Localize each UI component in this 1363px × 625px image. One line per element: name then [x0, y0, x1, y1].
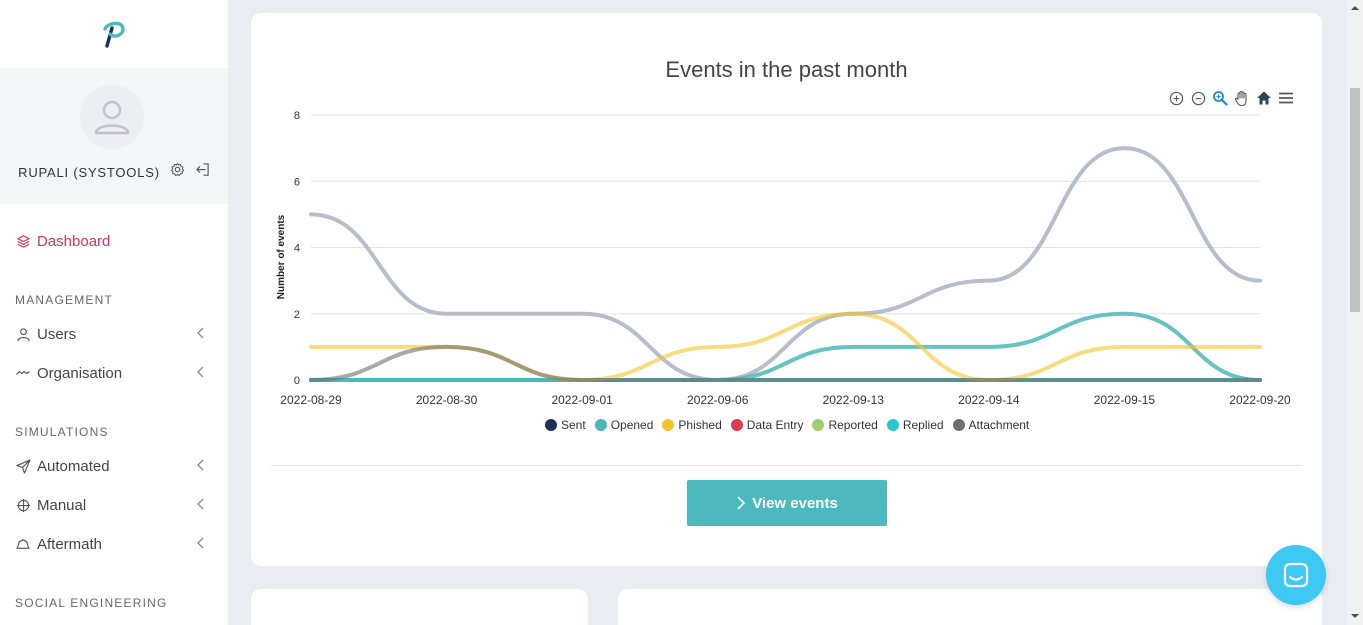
app-logo[interactable] [0, 0, 228, 68]
legend-marker [545, 419, 557, 431]
y-tick-label: 2 [294, 309, 300, 321]
series-line-opened [309, 311, 1262, 383]
legend-item-sent[interactable]: Sent [545, 418, 586, 432]
user-icon [15, 326, 31, 342]
section-label-management: MANAGEMENT [15, 293, 114, 307]
scroll-thumb[interactable] [1350, 88, 1360, 312]
legend-label: Data Entry [746, 418, 804, 432]
sidebar-item-label: Dashboard [37, 232, 111, 250]
chevron-left-icon [196, 458, 206, 476]
chevron-left-icon [196, 365, 206, 383]
menu-icon[interactable] [1277, 89, 1295, 107]
legend-marker [662, 419, 675, 431]
sidebar-item-label: Manual [37, 496, 87, 514]
sidebar-item-users[interactable]: Users [0, 320, 228, 348]
avatar[interactable] [80, 85, 144, 149]
series-line-attachment [309, 344, 1262, 383]
x-tick-label: 2022-08-29 [280, 393, 342, 407]
logout-icon[interactable] [195, 162, 210, 182]
pan-icon[interactable] [1233, 89, 1251, 107]
y-tick-label: 0 [294, 375, 300, 387]
legend-label: Phished [678, 418, 722, 432]
sidebar-item-organisation[interactable]: Organisation [0, 359, 228, 387]
events-chart-card: Events in the past month 0 2 4 6 8 2022-08-29… [251, 13, 1322, 566]
x-tick-label: 2022-09-15 [1094, 393, 1156, 407]
x-tick-label: 2022-09-06 [687, 393, 749, 407]
x-tick-label: 2022-09-13 [823, 393, 885, 407]
settings-icon[interactable] [170, 162, 185, 182]
legend-label: Attachment [968, 418, 1030, 432]
broom-icon [15, 536, 31, 552]
y-tick-label: 6 [294, 176, 300, 188]
sidebar-item-label: Users [37, 325, 77, 343]
y-tick-label: 4 [294, 243, 300, 255]
x-tick-label: 2022-08-30 [416, 393, 478, 407]
user-icon [94, 100, 130, 135]
zoom-out-icon[interactable] [1189, 89, 1207, 107]
legend-marker [952, 419, 965, 431]
legend-marker [812, 419, 825, 431]
legend-item-attachment[interactable]: Attachment [952, 418, 1030, 432]
sidebar-item-label: Organisation [37, 364, 123, 382]
x-tick-label: 2022-09-01 [551, 393, 613, 407]
y-tick-label: 8 [294, 110, 300, 122]
y-axis-title: Number of events [276, 214, 287, 299]
secondary-card-left [251, 589, 588, 625]
legend-marker [594, 419, 607, 431]
legend-item-data-entry[interactable]: Data Entry [730, 418, 804, 432]
legend-item-phished[interactable]: Phished [662, 418, 722, 432]
scroll-up-arrow-icon[interactable] [1351, 4, 1359, 12]
chart-legend: Sent Opened Phished Data Entry Reported Repli… [545, 418, 1029, 432]
legend-item-opened[interactable]: Opened [594, 418, 654, 432]
legend-label: Opened [610, 418, 654, 432]
legend-marker [886, 419, 899, 431]
user-name: RUPALI (SYSTOOLS) [18, 164, 160, 180]
send-icon [15, 458, 31, 474]
sidebar: RUPALI (SYSTOOLS) Dashboard [0, 0, 228, 625]
view-events-label: View events [752, 494, 838, 512]
layers-icon [15, 233, 31, 249]
sidebar-item-manual[interactable]: Manual [0, 491, 228, 519]
section-label-social-engineering: SOCIAL ENGINEERING [15, 596, 168, 610]
divider [271, 465, 1302, 466]
handshake-icon [15, 365, 31, 381]
chart-toolbar [1167, 89, 1295, 107]
legend-item-reported[interactable]: Reported [812, 418, 878, 432]
chat-icon [1283, 562, 1309, 588]
secondary-card-right [618, 589, 1322, 625]
view-events-button[interactable]: View events [687, 480, 887, 526]
sidebar-item-aftermath[interactable]: Aftermath [0, 530, 228, 558]
x-tick-label: 2022-09-20 [1229, 393, 1291, 407]
sidebar-item-dashboard[interactable]: Dashboard [0, 227, 228, 255]
events-line-chart: 0 2 4 6 8 2022-08-29 2022-08-30 2022-09-01 2022-… [276, 110, 1291, 407]
scroll-down-arrow-icon[interactable] [1351, 612, 1359, 620]
logo-icon [103, 21, 125, 48]
legend-label: Replied [902, 418, 944, 432]
zoom-in-icon[interactable] [1167, 89, 1185, 107]
page-scrollbar[interactable] [1347, 0, 1363, 625]
sidebar-item-automated[interactable]: Automated [0, 452, 228, 480]
legend-item-replied[interactable]: Replied [886, 418, 944, 432]
section-label-simulations: SIMULATIONS [15, 425, 109, 439]
chart-title: Events in the past month [665, 57, 908, 82]
legend-marker [730, 419, 743, 431]
legend-label: Sent [561, 418, 586, 432]
crosshair-icon [15, 497, 31, 513]
sidebar-item-label: Automated [37, 457, 110, 475]
chevron-left-icon [196, 536, 206, 554]
user-profile: RUPALI (SYSTOOLS) [0, 68, 228, 204]
chevron-left-icon [196, 497, 206, 515]
chat-launcher[interactable] [1266, 545, 1326, 605]
series-line-total [309, 146, 1262, 383]
x-tick-label: 2022-09-14 [958, 393, 1020, 407]
chevron-left-icon [196, 326, 206, 344]
zoom-selection-icon[interactable] [1211, 89, 1229, 107]
home-reset-icon[interactable] [1255, 89, 1273, 107]
legend-label: Reported [828, 418, 878, 432]
chevron-right-icon [737, 496, 746, 510]
sidebar-item-label: Aftermath [37, 535, 103, 553]
